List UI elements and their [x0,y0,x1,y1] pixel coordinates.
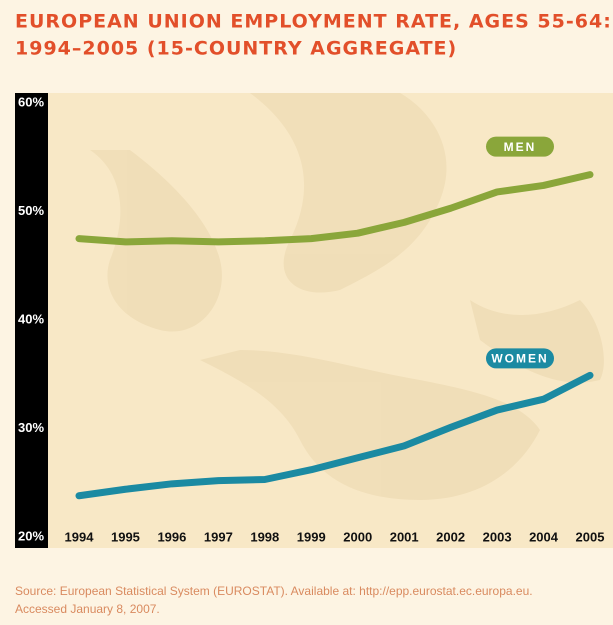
x-tick-label: 2003 [483,529,512,544]
y-tick-label: 30% [18,420,44,435]
source-note: Source: European Statistical System (EUR… [15,584,533,598]
y-tick-label: 40% [18,311,44,326]
x-tick-label: 1995 [111,529,140,544]
data-line [75,371,594,500]
source-note: Accessed January 8, 2007. [15,602,160,616]
x-tick-label: 1997 [204,529,233,544]
data-line [75,171,594,246]
x-tick-label: 1996 [157,529,186,544]
x-tick-label: 2002 [436,529,465,544]
x-tick-label: 2005 [576,529,605,544]
x-tick-label: 2001 [390,529,419,544]
y-tick-label: 20% [18,528,44,543]
x-tick-label: 1998 [250,529,279,544]
x-tick-label: 2000 [343,529,372,544]
y-tick-label: 60% [18,94,44,109]
x-tick-label: 1999 [297,529,326,544]
y-tick-label: 50% [18,203,44,218]
legend-label: WOMEN [491,352,548,366]
legend-entry: WOMEN [486,348,554,369]
x-tick-label: 1994 [65,529,95,544]
y-axis-band [15,93,48,548]
legend-pill [486,136,554,157]
legend-entry: MEN [486,136,554,157]
chart-title: EUROPEAN UNION EMPLOYMENT RATE, AGES 55-… [15,11,612,33]
x-tick-label: 2004 [529,529,559,544]
chart-title: 1994–2005 (15-COUNTRY AGGREGATE) [15,38,457,60]
legend-label: MEN [504,140,537,154]
legend-pill [486,348,554,369]
